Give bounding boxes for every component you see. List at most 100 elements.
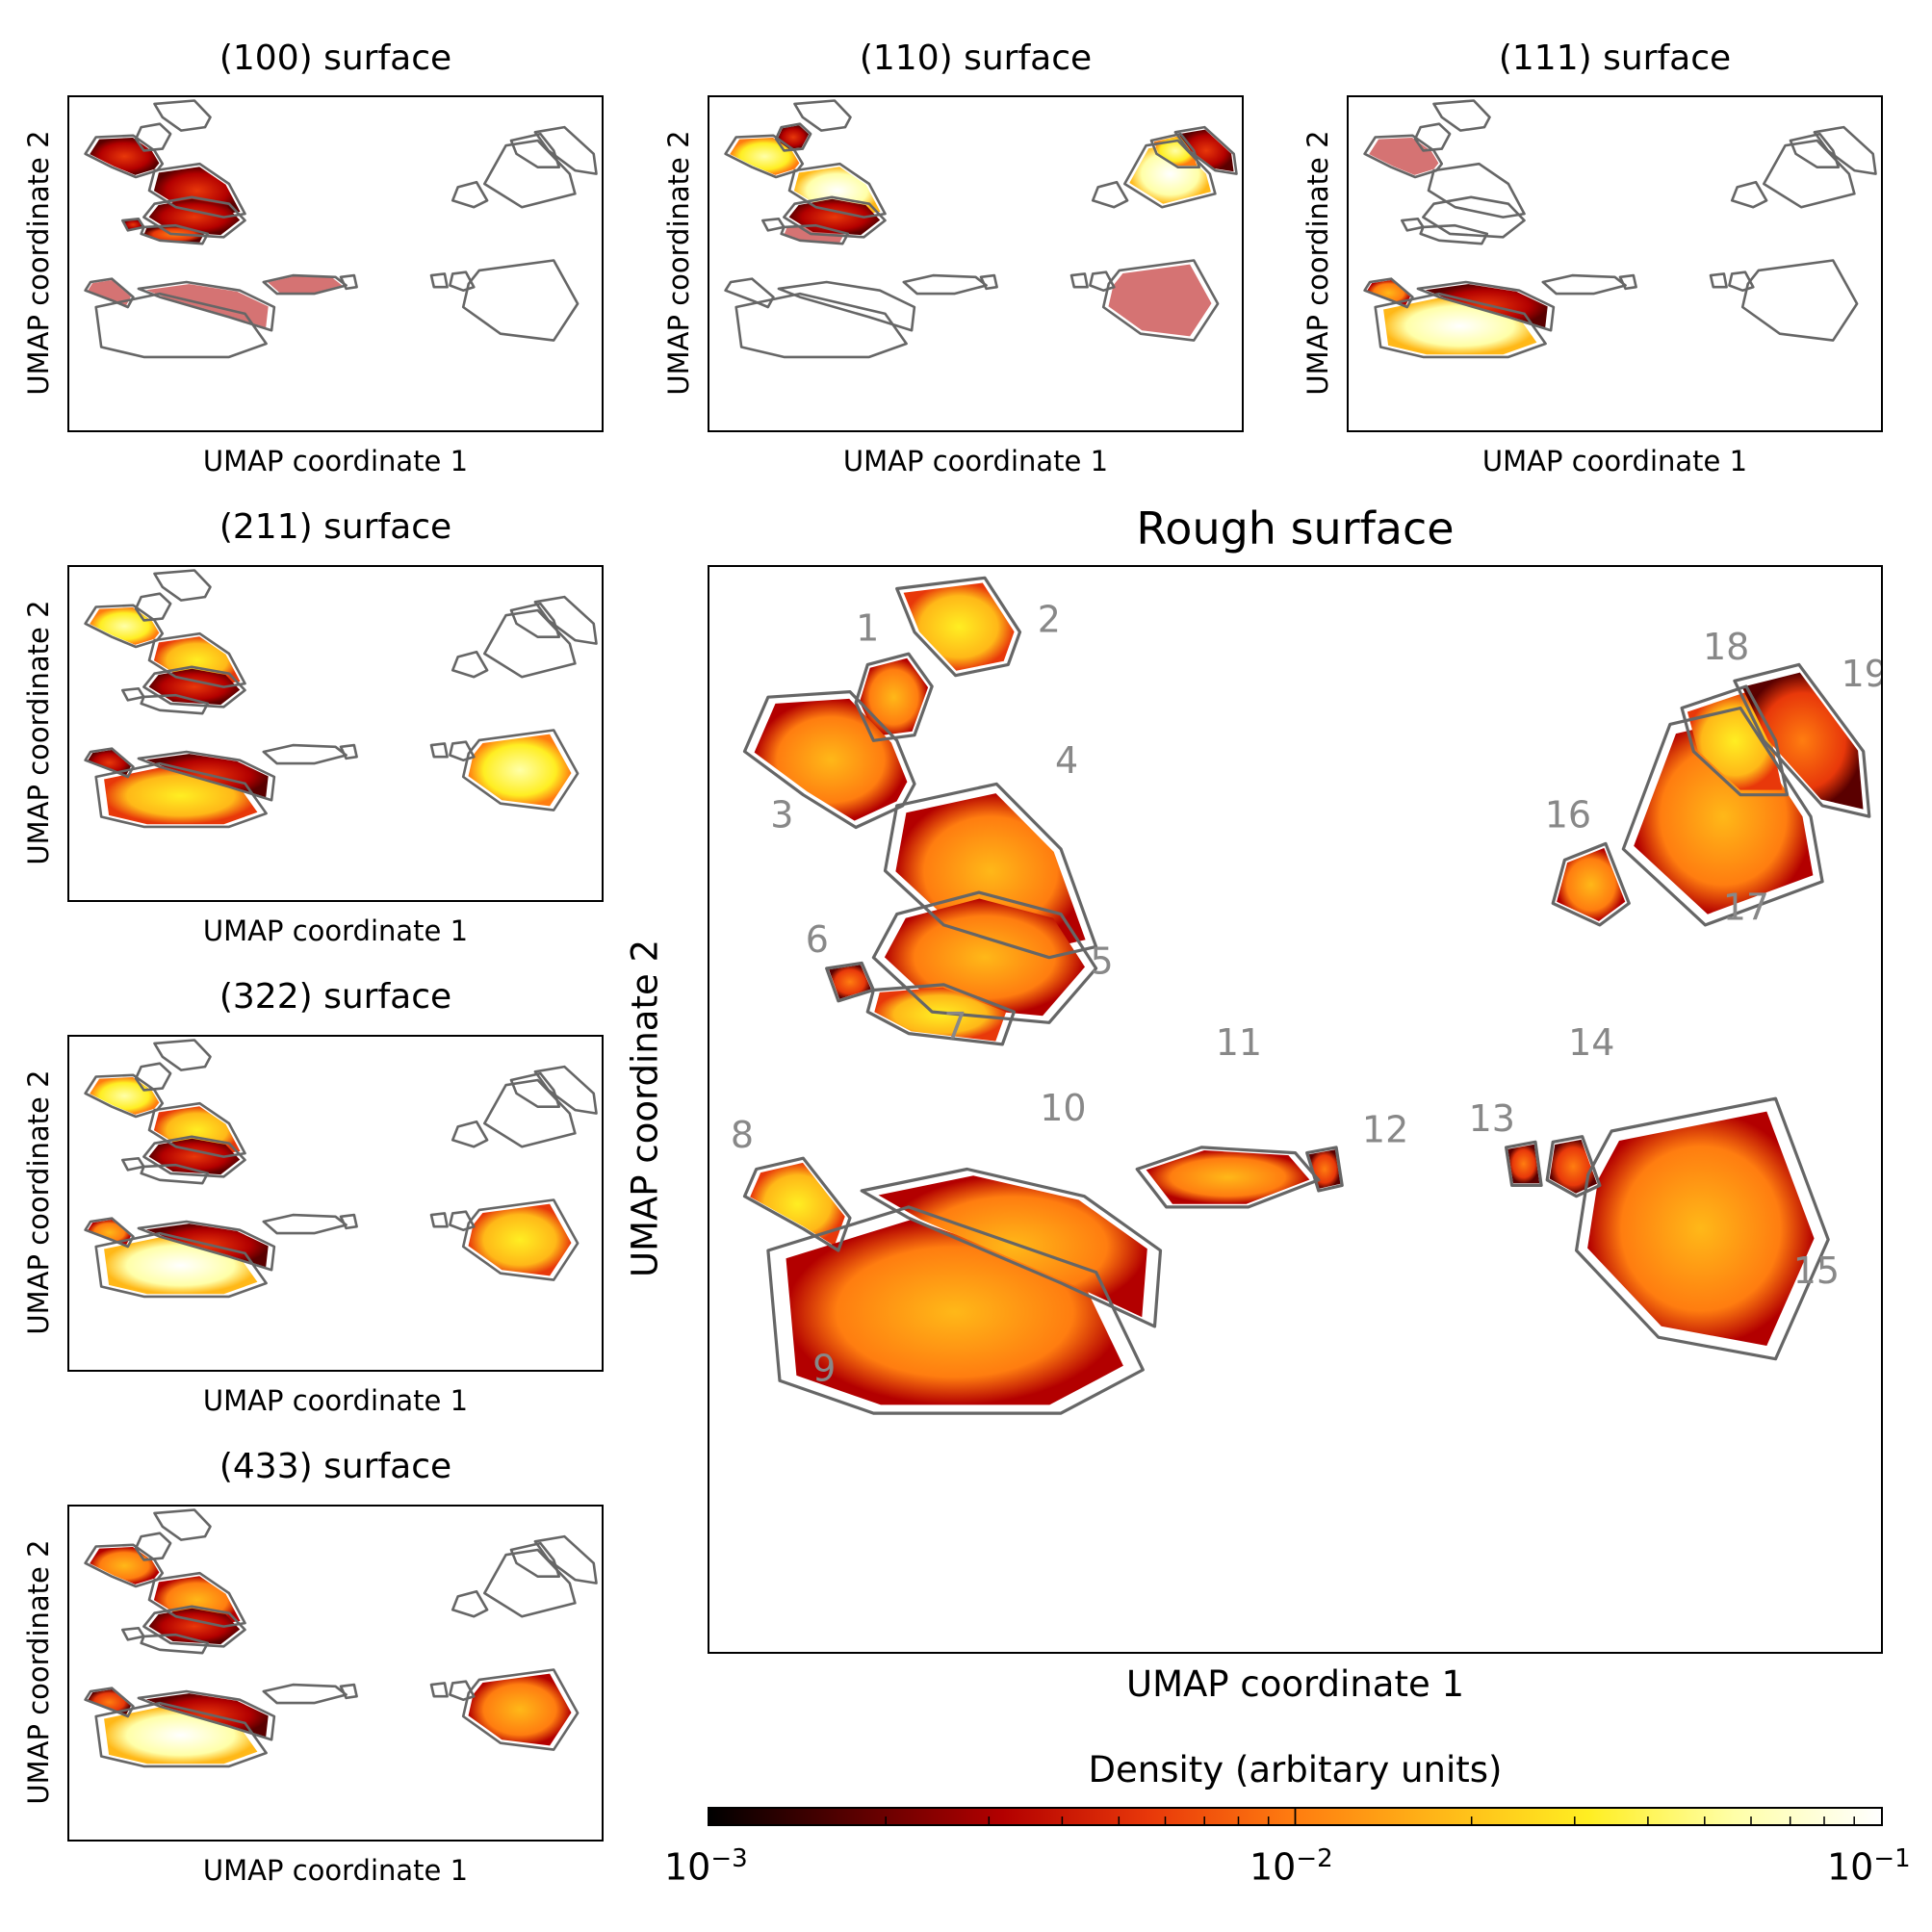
region-outline-13 (429, 742, 449, 759)
density-blob-19 (1178, 129, 1234, 172)
density-blob-7 (874, 987, 1007, 1042)
region-outline-15 (1574, 1096, 1830, 1361)
region-label: 18 (1703, 626, 1749, 668)
y-axis-label: UMAP coordinate 2 (662, 130, 695, 396)
region-outline-19 (533, 1534, 598, 1584)
region-outline-10 (137, 280, 276, 332)
density-blob-8 (1367, 280, 1410, 306)
region-outline-12 (339, 273, 358, 291)
umap-density-plot (84, 569, 598, 829)
region-outline-9 (94, 1701, 268, 1768)
region-label: 16 (1545, 794, 1591, 837)
panel-title: (100) surface (219, 39, 452, 78)
y-axis-label: UMAP coordinate 2 (624, 939, 666, 1278)
density-blob-1 (859, 657, 929, 736)
density-blob-14 (1549, 1139, 1597, 1194)
region-outline-12 (339, 1683, 358, 1700)
colorbar (708, 1807, 1883, 1826)
region-outline-7 (140, 693, 210, 715)
region-outline-10 (1416, 280, 1556, 332)
plot-area: 1 2 3 4 5 6 7 8 9 10 11 12 13 14 15 16 17 18 19 (708, 565, 1883, 1654)
region-outline-16 (1551, 841, 1631, 927)
region-outline-18 (1149, 132, 1201, 168)
region-outline-1 (134, 1532, 172, 1561)
region-outline-11 (1541, 273, 1627, 296)
umap-density-plot (84, 99, 598, 359)
region-outline-19 (533, 595, 598, 645)
x-axis-label: UMAP coordinate 1 (1481, 445, 1748, 477)
region-outline-5 (142, 195, 246, 239)
region-label: 15 (1793, 1249, 1840, 1292)
region-outline-15 (461, 1198, 580, 1281)
region-outline-10 (137, 1220, 276, 1272)
region-outline-7 (1419, 223, 1489, 245)
tick-exp: −2 (1296, 1844, 1333, 1873)
region-outline-18 (1789, 132, 1841, 168)
region-outline-5 (142, 665, 246, 708)
tick-exp: −3 (710, 1844, 748, 1873)
density-blob-11 (1146, 1150, 1310, 1204)
region-outline-4 (883, 782, 1098, 960)
region-label: 6 (806, 918, 829, 961)
region-outline-1 (134, 592, 172, 622)
region-outline-6 (120, 687, 145, 702)
x-axis-label: UMAP coordinate 1 (202, 445, 469, 477)
region-outline-8 (1363, 277, 1414, 309)
colorbar-tick-label: 10−2 (1249, 1844, 1333, 1889)
density-blob-2 (903, 582, 1015, 671)
y-axis-label: UMAP coordinate 2 (22, 130, 55, 396)
region-label: 7 (943, 1005, 966, 1047)
plot-area (1347, 95, 1883, 432)
region-outline-19 (1173, 125, 1238, 175)
region-outline-18 (509, 602, 561, 638)
region-outline-19 (533, 1065, 598, 1115)
region-outline-9 (94, 761, 268, 829)
density-blob-3 (90, 607, 160, 645)
colorbar-tick-label: 10−1 (1827, 1844, 1911, 1889)
region-outline-17 (482, 608, 577, 679)
umap-density-plot (84, 1508, 598, 1768)
region-label: 5 (1091, 940, 1114, 983)
region-outline-5 (783, 195, 887, 239)
density-blob-15 (468, 1673, 572, 1746)
region-outline-16 (451, 1120, 489, 1148)
region-label: 13 (1469, 1097, 1515, 1140)
region-outline-2 (153, 569, 212, 602)
region-outline-1 (134, 122, 172, 152)
region-outline-5 (142, 1135, 246, 1178)
y-axis-label: UMAP coordinate 2 (1301, 130, 1334, 396)
region-outline-6 (760, 218, 786, 232)
tick-base: 10 (1827, 1845, 1874, 1889)
region-outline-19 (1733, 662, 1871, 818)
density-blob-8 (88, 1689, 131, 1715)
region-outline-16 (451, 180, 489, 209)
density-blob-15 (1108, 264, 1212, 337)
region-outline-10 (860, 1167, 1163, 1328)
plot-area (67, 95, 604, 432)
region-outline-2 (1432, 99, 1491, 132)
y-axis-label: UMAP coordinate 2 (22, 600, 55, 865)
region-outline-8 (84, 1217, 135, 1249)
region-outline-17 (1762, 139, 1856, 209)
umap-density-plot (1363, 99, 1877, 359)
plot-area (708, 95, 1244, 432)
region-label: 11 (1216, 1021, 1262, 1064)
x-axis-label: UMAP coordinate 1 (202, 1384, 469, 1417)
region-outline-18 (509, 132, 561, 168)
density-blob-15 (468, 734, 572, 807)
density-blob-11 (268, 276, 343, 294)
region-outline-7 (140, 1163, 210, 1185)
region-outline-2 (895, 576, 1022, 678)
region-outline-5 (871, 890, 1098, 1024)
region-label: 8 (731, 1114, 754, 1156)
region-outline-7 (140, 223, 210, 245)
region-outline-7 (865, 983, 1016, 1046)
region-outline-16 (451, 1589, 489, 1618)
region-outline-5 (142, 1605, 246, 1648)
region-outline-1 (854, 652, 934, 742)
region-outline-13 (1709, 272, 1728, 289)
region-outline-16 (451, 650, 489, 679)
panel-title: (110) surface (859, 39, 1093, 78)
density-blob-8 (88, 1220, 131, 1246)
region-outline-8 (742, 1156, 852, 1252)
